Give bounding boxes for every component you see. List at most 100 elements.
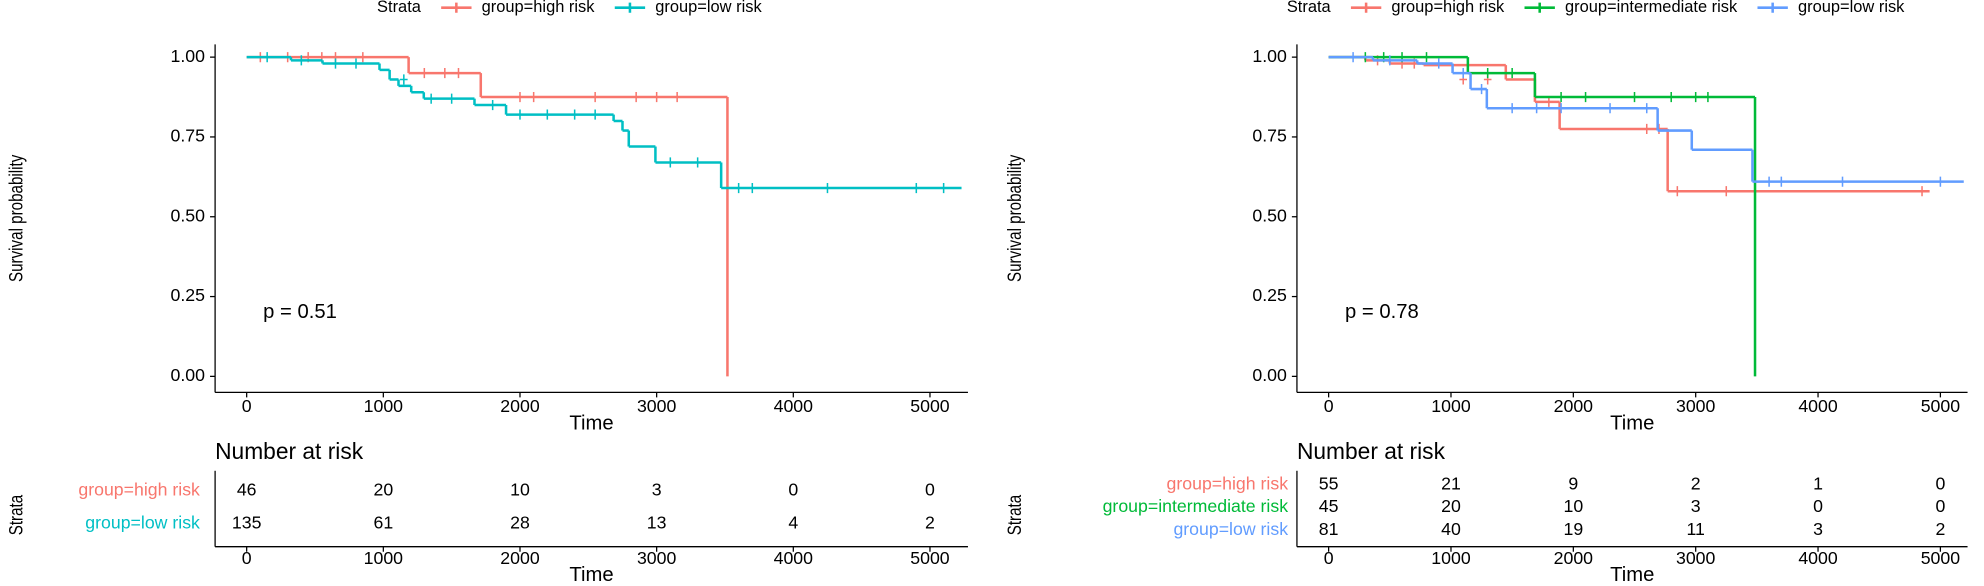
risk-count: 45 (1319, 496, 1339, 516)
censor-mark (1777, 176, 1786, 187)
y-tick-label: 0.50 (171, 205, 206, 225)
censor-mark (420, 68, 429, 79)
risk-table-x-tick-label: 1000 (1431, 548, 1471, 568)
legend-label: group=high risk (482, 0, 596, 16)
censor-mark (1642, 103, 1651, 114)
risk-count: 3 (1691, 496, 1701, 516)
legend-label: group=intermediate risk (1565, 0, 1738, 16)
annotation: p = 0.78 (1345, 301, 1419, 323)
risk-count: 0 (1935, 496, 1945, 516)
censor-mark (823, 182, 832, 194)
km-curve (1328, 52, 1964, 187)
x-tick-label: 4000 (774, 396, 814, 416)
censor-mark (1765, 176, 1773, 187)
x-tick-label: 5000 (1921, 396, 1961, 416)
risk-table-x-tick-label: 1000 (364, 548, 404, 568)
censor-mark (516, 109, 524, 120)
risk-table-x-tick-label: 5000 (1921, 548, 1961, 568)
censor-mark (673, 91, 681, 103)
y-axis-label: Survival probability (5, 154, 27, 282)
y-tick-label: 0.50 (1252, 205, 1287, 225)
x-tick-label: 5000 (910, 396, 950, 416)
y-tick-label: 0.00 (1252, 365, 1287, 385)
censor-mark (1936, 176, 1945, 187)
censor-mark (543, 109, 552, 120)
censor-mark (1386, 55, 1394, 66)
legend-symbol (1350, 2, 1382, 13)
risk-count: 3 (652, 480, 662, 500)
risk-count: 10 (510, 480, 530, 500)
risk-count: 0 (1935, 473, 1945, 493)
risk-table-y-label: Strata (5, 494, 27, 535)
risk-count: 0 (1813, 496, 1823, 516)
risk-table-row-label: group=high risk (1167, 473, 1289, 493)
risk-count: 61 (373, 513, 393, 533)
legend-title: Strata (1287, 0, 1332, 16)
km-curve (1328, 55, 1930, 197)
censor-mark (1722, 186, 1731, 197)
risk-count: 2 (1935, 519, 1945, 539)
risk-count: 13 (647, 513, 667, 533)
x-axis-label: Time (569, 412, 613, 434)
x-tick-label: 0 (242, 396, 252, 416)
censor-mark (666, 157, 675, 168)
risk-table-x-tick-label: 4000 (774, 548, 814, 568)
censor-mark (1422, 52, 1431, 63)
legend-symbol (1757, 2, 1788, 13)
censor-mark (1667, 91, 1676, 103)
censor-mark (1838, 176, 1847, 187)
x-tick-label: 4000 (1798, 396, 1838, 416)
censor-mark (1532, 103, 1541, 114)
risk-count: 40 (1441, 519, 1461, 539)
risk-count: 0 (925, 480, 935, 500)
censor-mark (441, 68, 449, 79)
risk-count: 0 (788, 480, 798, 500)
censor-mark (939, 182, 948, 194)
censor-mark (400, 74, 408, 85)
risk-table-x-tick-label: 0 (1324, 548, 1334, 568)
legend-title: Strata (377, 0, 422, 16)
x-tick-label: 0 (1324, 396, 1334, 416)
risk-table-x-label: Time (1610, 564, 1654, 586)
risk-table-row-label: group=high risk (78, 480, 200, 500)
risk-count: 21 (1441, 473, 1461, 493)
risk-count: 2 (1691, 473, 1701, 493)
censor-mark (263, 52, 271, 63)
censor-mark (1630, 91, 1639, 103)
censor-mark (1655, 123, 1663, 135)
risk-count: 1 (1813, 473, 1823, 493)
risk-count: 81 (1319, 519, 1339, 539)
censor-mark (1673, 186, 1682, 197)
censor-mark (693, 157, 702, 168)
risk-table-x-tick-label: 2000 (500, 548, 540, 568)
risk-table-title: Number at risk (1297, 438, 1446, 464)
annotation: p = 0.51 (263, 301, 337, 323)
censor-mark (1483, 68, 1492, 79)
y-tick-label: 0.75 (171, 126, 206, 146)
censor-mark (632, 91, 640, 103)
censor-mark (1557, 91, 1565, 103)
x-tick-label: 2000 (500, 396, 540, 416)
risk-count: 3 (1813, 519, 1823, 539)
legend-label: group=low risk (655, 0, 762, 16)
km-curve (1328, 52, 1757, 377)
risk-count: 135 (232, 513, 262, 533)
risk-count: 2 (925, 513, 935, 533)
risk-count: 10 (1563, 496, 1583, 516)
censor-mark (516, 91, 524, 103)
censor-mark (1704, 91, 1712, 103)
x-tick-label: 1000 (364, 396, 404, 416)
y-tick-label: 1.00 (171, 46, 206, 66)
legend-symbol (441, 2, 472, 13)
risk-table-row-label: group=low risk (1173, 519, 1288, 539)
x-tick-label: 3000 (1676, 396, 1716, 416)
censor-mark (1477, 83, 1486, 95)
censor-mark (591, 109, 599, 120)
x-tick-label: 1000 (1431, 396, 1471, 416)
y-tick-label: 0.25 (171, 285, 206, 305)
censor-mark (570, 109, 579, 120)
risk-count: 46 (237, 480, 257, 500)
risk-table-row-label: group=intermediate risk (1103, 496, 1289, 516)
risk-count: 4 (788, 513, 798, 533)
